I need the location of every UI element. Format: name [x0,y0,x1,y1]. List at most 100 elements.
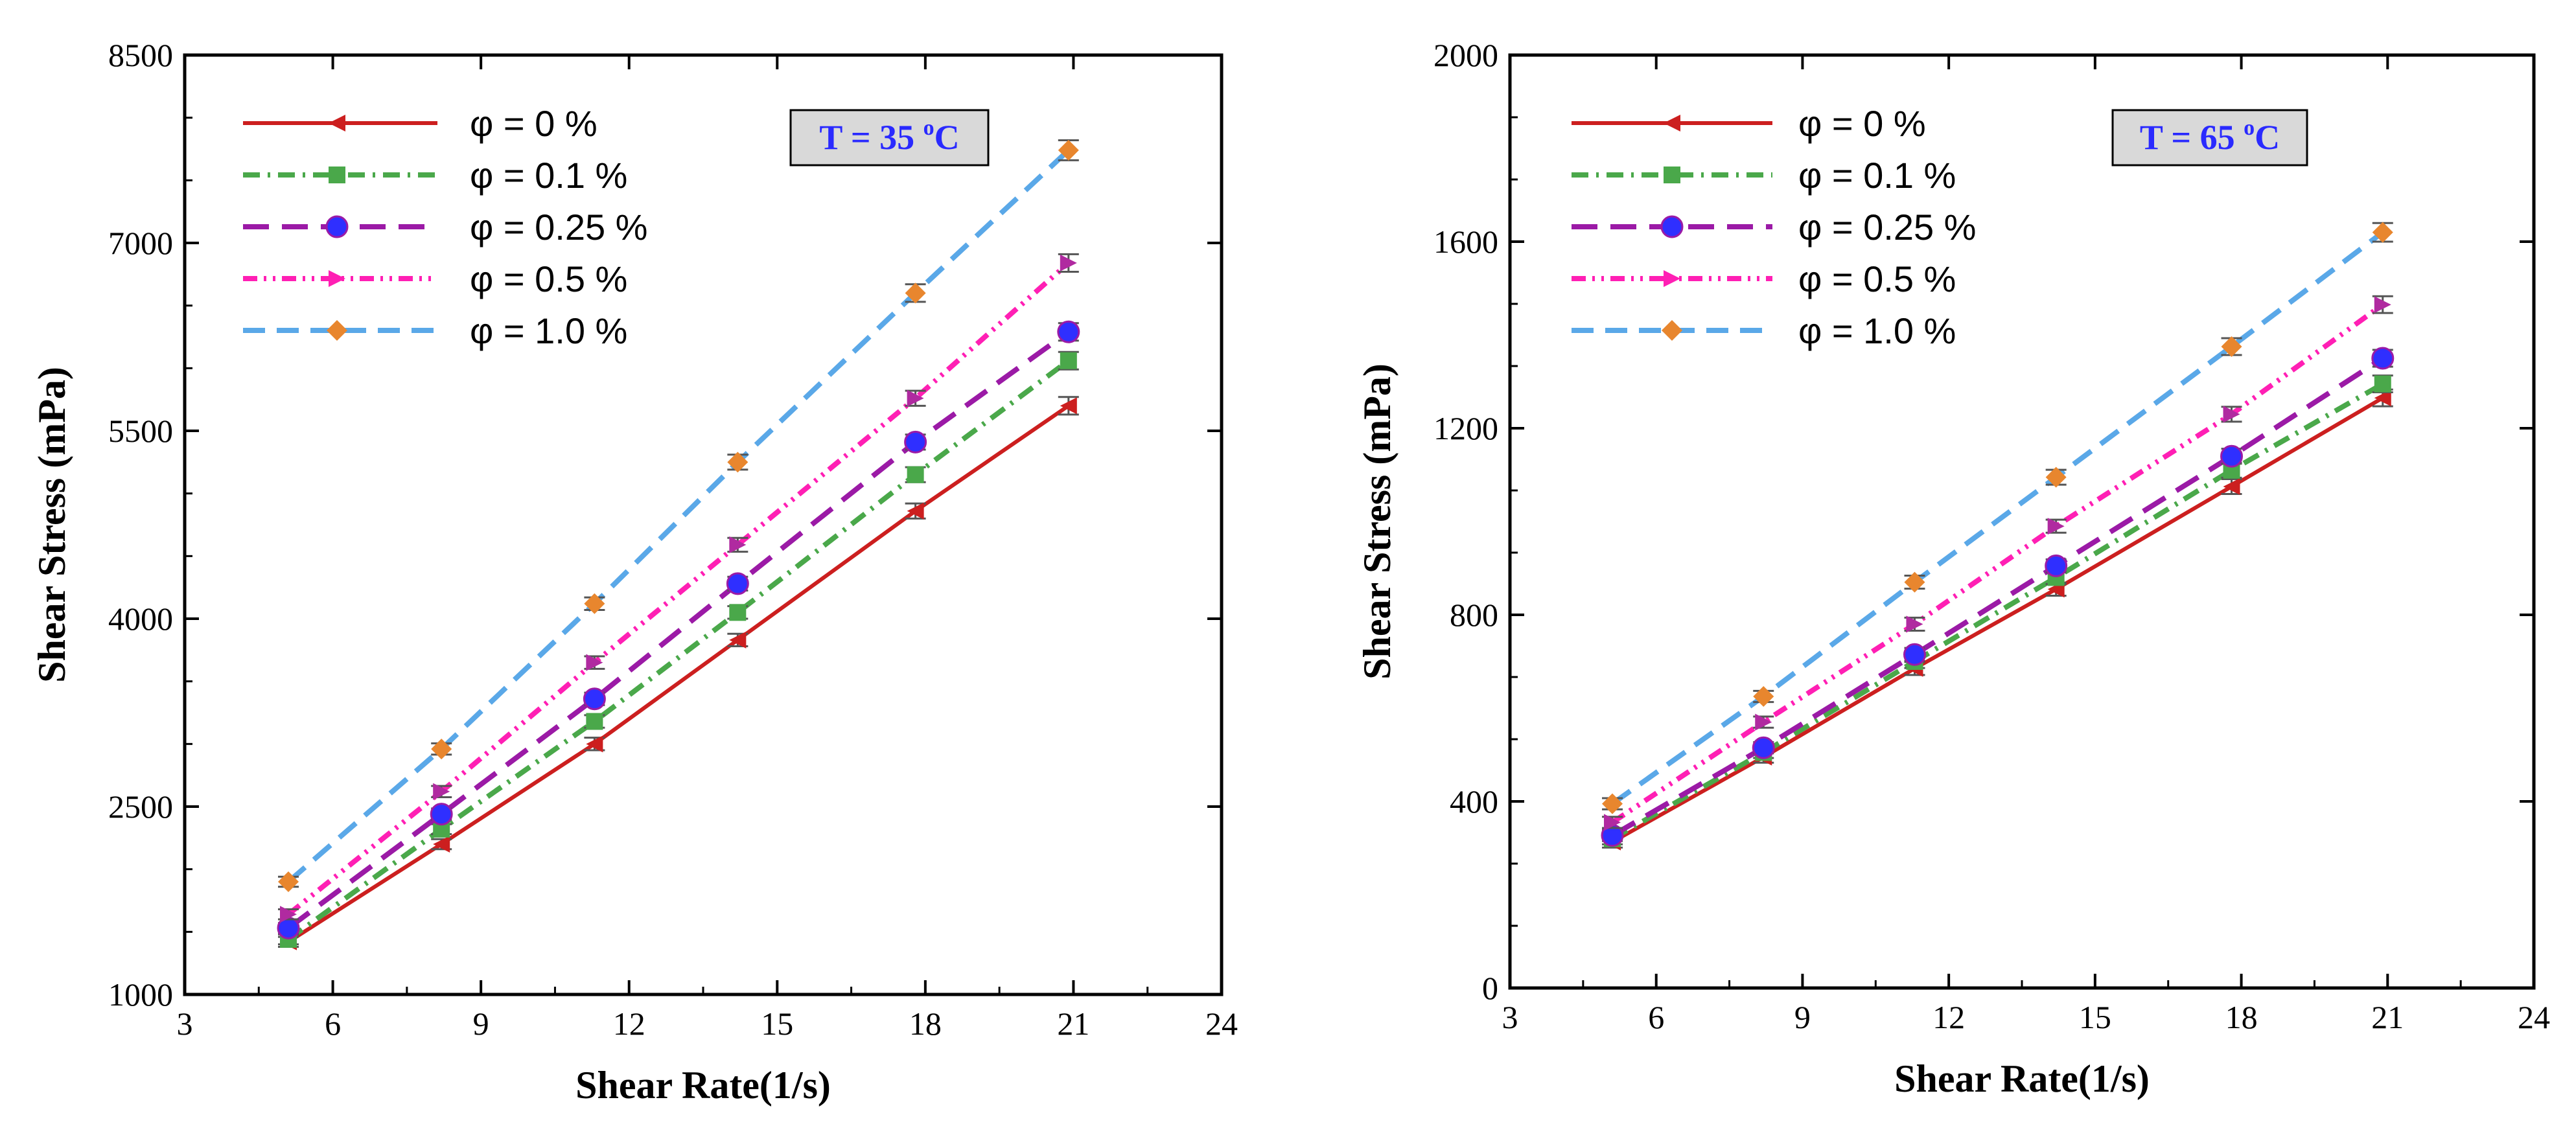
y-tick-label: 8500 [108,37,173,73]
data-point [1906,615,1923,633]
data-point [2374,296,2391,314]
y-tick-label: 0 [1482,970,1498,1006]
legend: φ = 0 % φ = 0.1 % φ = 0.25 % φ = 0.5 % φ = 1… [243,103,647,351]
legend-marker [1662,320,1682,341]
series-line [1610,302,2385,825]
legend-marker [325,215,349,238]
legend-label: φ = 0.1 % [470,155,627,196]
data-point [2220,444,2244,468]
data-point [726,572,749,595]
y-tick-label: 1600 [1433,224,1498,260]
data-point [1604,814,1621,831]
legend-marker [1664,167,1680,183]
annotation-box [789,109,990,167]
data-point [907,466,924,483]
x-tick-label: 21 [2371,999,2404,1035]
x-tick-label: 15 [2079,999,2111,1035]
plot-frame [1508,53,2536,990]
x-tick-label: 18 [2225,999,2258,1035]
legend-label: φ = 0.25 % [470,207,647,247]
x-tick-label: 6 [325,1005,341,1042]
x-tick-label: 12 [613,1005,645,1042]
x-tick-label: 6 [1648,999,1664,1035]
data-point [905,282,926,304]
data-point [727,452,748,473]
data-point [2221,336,2242,357]
data-point [2223,406,2240,423]
data-point [2045,554,2068,577]
annotation-label: T = 35 oC [819,116,959,157]
legend-label: φ = 0.5 % [1798,258,1956,299]
series-2 [277,320,1080,940]
series-0 [278,396,1079,950]
data-point [907,389,924,407]
data-point [431,739,452,760]
data-point [1060,397,1077,415]
legend-label: φ = 0.5 % [470,258,627,299]
data-point [586,654,603,671]
data-point [907,502,924,520]
x-tick-label: 24 [2518,999,2550,1035]
data-point [1753,686,1774,707]
data-point [1057,320,1080,343]
data-point [1903,643,1926,666]
x-tick-label: 3 [1502,999,1518,1035]
data-point [1060,352,1077,369]
data-point [2047,518,2065,535]
y-tick-label: 400 [1450,783,1498,820]
data-point [280,906,297,923]
series-3 [278,253,1079,923]
y-axis: 1000 2500 4000 5500 7000 8500 [108,37,1222,1013]
x-tick-label: 9 [1794,999,1811,1035]
series-line [286,358,1071,942]
legend-marker [329,115,345,132]
series-4 [278,139,1079,892]
y-tick-label: 1200 [1433,410,1498,446]
data-point [904,430,927,454]
legend-label: φ = 1.0 % [470,310,627,351]
y-tick-label: 5500 [108,413,173,449]
data-point [2372,222,2393,243]
legend-label: φ = 0.25 % [1798,207,1976,247]
series-1 [278,350,1079,948]
data-point [729,631,747,649]
x-tick-label: 15 [761,1005,793,1042]
data-point [278,871,299,892]
legend-label: φ = 0.1 % [1798,155,1956,196]
x-tick-label: 18 [909,1005,942,1042]
data-point [584,593,605,614]
series-1 [1602,374,2393,847]
x-tick-label: 3 [177,1005,193,1042]
data-point [2223,478,2240,495]
plot-frame [183,53,1224,996]
legend-marker [1664,115,1680,132]
x-tick-label: 9 [473,1005,489,1042]
data-point [2371,347,2395,370]
x-tick-label: 24 [1205,1005,1238,1042]
legend-marker [1660,215,1684,238]
data-point [430,803,453,826]
series-line [1610,230,2385,806]
data-point [583,687,606,711]
data-point [2045,466,2067,488]
data-point [1060,254,1077,271]
data-point [433,836,450,853]
data-point [729,604,747,621]
series-line [1611,396,2384,844]
data-point [586,713,603,730]
legend-marker [329,167,345,183]
chart-panel-35c: 3 6 9 12 15 18 21 24 1000 2500 4000 5500 7000 8500 She… [30,37,1238,1107]
legend-label: φ = 0 % [470,103,598,144]
y-axis-title: Shear Stress (mPa) [30,367,73,683]
legend-marker [1664,270,1680,287]
data-point [1904,571,1925,593]
data-point [1752,736,1775,759]
data-point [433,783,450,800]
series-3 [1602,295,2393,831]
annotation-label: T = 65 oC [2140,116,2280,157]
series-2 [1601,347,2395,847]
legend-marker [329,270,345,287]
data-point [2374,375,2391,393]
temperature-annotation: T = 35 oC [789,109,990,167]
y-tick-label: 2000 [1433,37,1498,73]
